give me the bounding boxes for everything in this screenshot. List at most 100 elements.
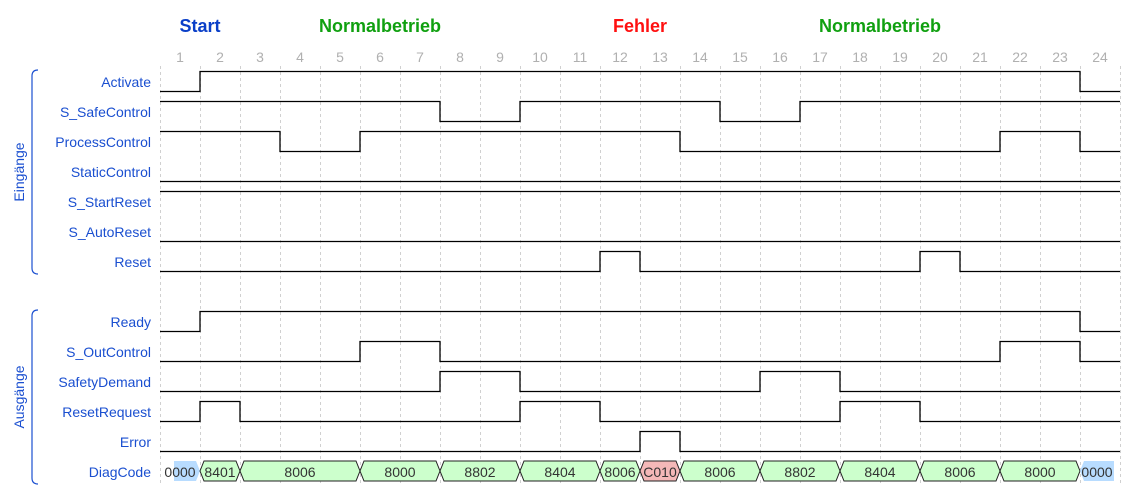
bus-segment: C010 [639,460,681,482]
column-number: 7 [416,49,424,65]
column-number: 3 [256,49,264,65]
signal-waveform [160,370,1120,393]
column-number: 24 [1092,49,1108,65]
column-numbers: 1 2 3 4 5 6 7 8 9 10 11 12 13 14 15 16 17 18 19 20 21 22 23 24 [176,49,1108,65]
bus-value: 8802 [784,464,815,480]
signal-name: StaticControl [71,164,151,180]
bus-segment: 0000 [1080,461,1114,481]
bus-value: 8000 [384,464,415,480]
group-bracket [31,309,39,485]
bus-value: 8802 [464,464,495,480]
bus-value: 8404 [544,464,575,480]
signal-row: ProcessControl [55,130,1120,153]
signal-name: Error [120,434,151,450]
bus-segment-shape [1080,461,1114,481]
grid-lines [160,66,1121,486]
signal-waveform [160,130,1120,153]
column-number: 17 [812,49,828,65]
column-number: 14 [692,49,708,65]
bus-segment: 8000 [359,460,441,482]
signal-waveform [160,340,1120,363]
signal-group: Eingänge Activate S_SafeControl ProcessCont… [11,69,1120,275]
column-number: 21 [972,49,988,65]
column-number: 6 [376,49,384,65]
column-number: 18 [852,49,868,65]
column-number: 1 [176,49,184,65]
phase-label: Fehler [613,16,667,36]
bus-value: 8404 [864,464,895,480]
group-label: Ausgänge [11,365,27,428]
bus-value: 8006 [704,464,735,480]
phase-label: Normalbetrieb [819,16,941,36]
bus-segment: 0000 [164,461,200,481]
signal-row: SafetyDemand [58,370,1120,393]
column-number: 9 [496,49,504,65]
signal-name: SafetyDemand [58,374,151,390]
signal-groups: Eingänge Activate S_SafeControl ProcessCont… [11,69,1120,485]
phase-labels: Start Normalbetrieb Fehler Normalbetrieb [179,16,941,36]
signal-waveform [160,400,1120,423]
group-label: Eingänge [11,142,27,201]
bus-segment: 8006 [599,460,641,482]
signal-row: S_AutoReset [69,224,1120,243]
bus-name: DiagCode [89,464,151,480]
phase-label: Start [179,16,220,36]
column-number: 22 [1012,49,1028,65]
signal-name: ProcessControl [55,134,151,150]
column-number: 5 [336,49,344,65]
signal-row: StaticControl [71,164,1120,183]
signal-row: Ready [111,310,1120,333]
signal-row: Error [120,430,1120,453]
bus-segment: 8802 [759,460,841,482]
bus-value: 8000 [1024,464,1055,480]
bus-segment: 8401 [199,460,241,482]
signal-name: Reset [114,254,151,270]
column-number: 13 [652,49,668,65]
phase-label: Normalbetrieb [319,16,441,36]
column-number: 4 [296,49,304,65]
signal-row: ResetRequest [62,400,1120,423]
signal-row: Reset [114,250,1120,273]
signal-row: Activate [101,70,1120,93]
bus-segment: 8000 [999,460,1081,482]
bus-value: 0000 [1081,464,1112,480]
bus-segment-shape [174,461,200,481]
column-number: 15 [732,49,748,65]
bus-value: 8006 [284,464,315,480]
bus-segment: 8802 [439,460,521,482]
column-number: 2 [216,49,224,65]
signal-name: Ready [111,314,151,330]
signal-group: Ausgänge Ready S_OutControl SafetyDemand Res… [11,309,1120,485]
column-number: 8 [456,49,464,65]
signal-name: S_AutoReset [69,224,152,240]
bus-value: 0000 [164,464,195,480]
group-bracket [31,69,39,275]
signal-name: Activate [101,74,151,90]
signal-waveform [160,250,1120,273]
bus-value: 8006 [944,464,975,480]
column-number: 23 [1052,49,1068,65]
column-number: 16 [772,49,788,65]
column-number: 11 [573,49,588,65]
column-number: 20 [932,49,948,65]
bus-row: DiagCode 0000 8401 8006 8000 8802 8404 8006 C010… [89,460,1114,482]
signal-name: ResetRequest [62,404,151,420]
bus-segment: 8404 [839,460,921,482]
signal-waveform [160,70,1120,93]
signal-row: S_StartReset [68,190,1120,210]
signal-row: S_OutControl [66,340,1120,363]
bus-segment: 8006 [919,460,1001,482]
bus-value: 8401 [204,464,235,480]
signal-waveform [160,310,1120,333]
column-number: 19 [892,49,908,65]
signal-name: S_OutControl [66,344,151,360]
signal-waveform [160,100,1120,123]
bus-value: C010 [643,464,677,480]
signal-row: S_SafeControl [60,100,1120,123]
bus-segment: 8006 [679,460,761,482]
column-number: 10 [532,49,548,65]
signal-name: S_StartReset [68,194,151,210]
bus-value: 8006 [604,464,635,480]
signal-waveform [160,430,1120,453]
